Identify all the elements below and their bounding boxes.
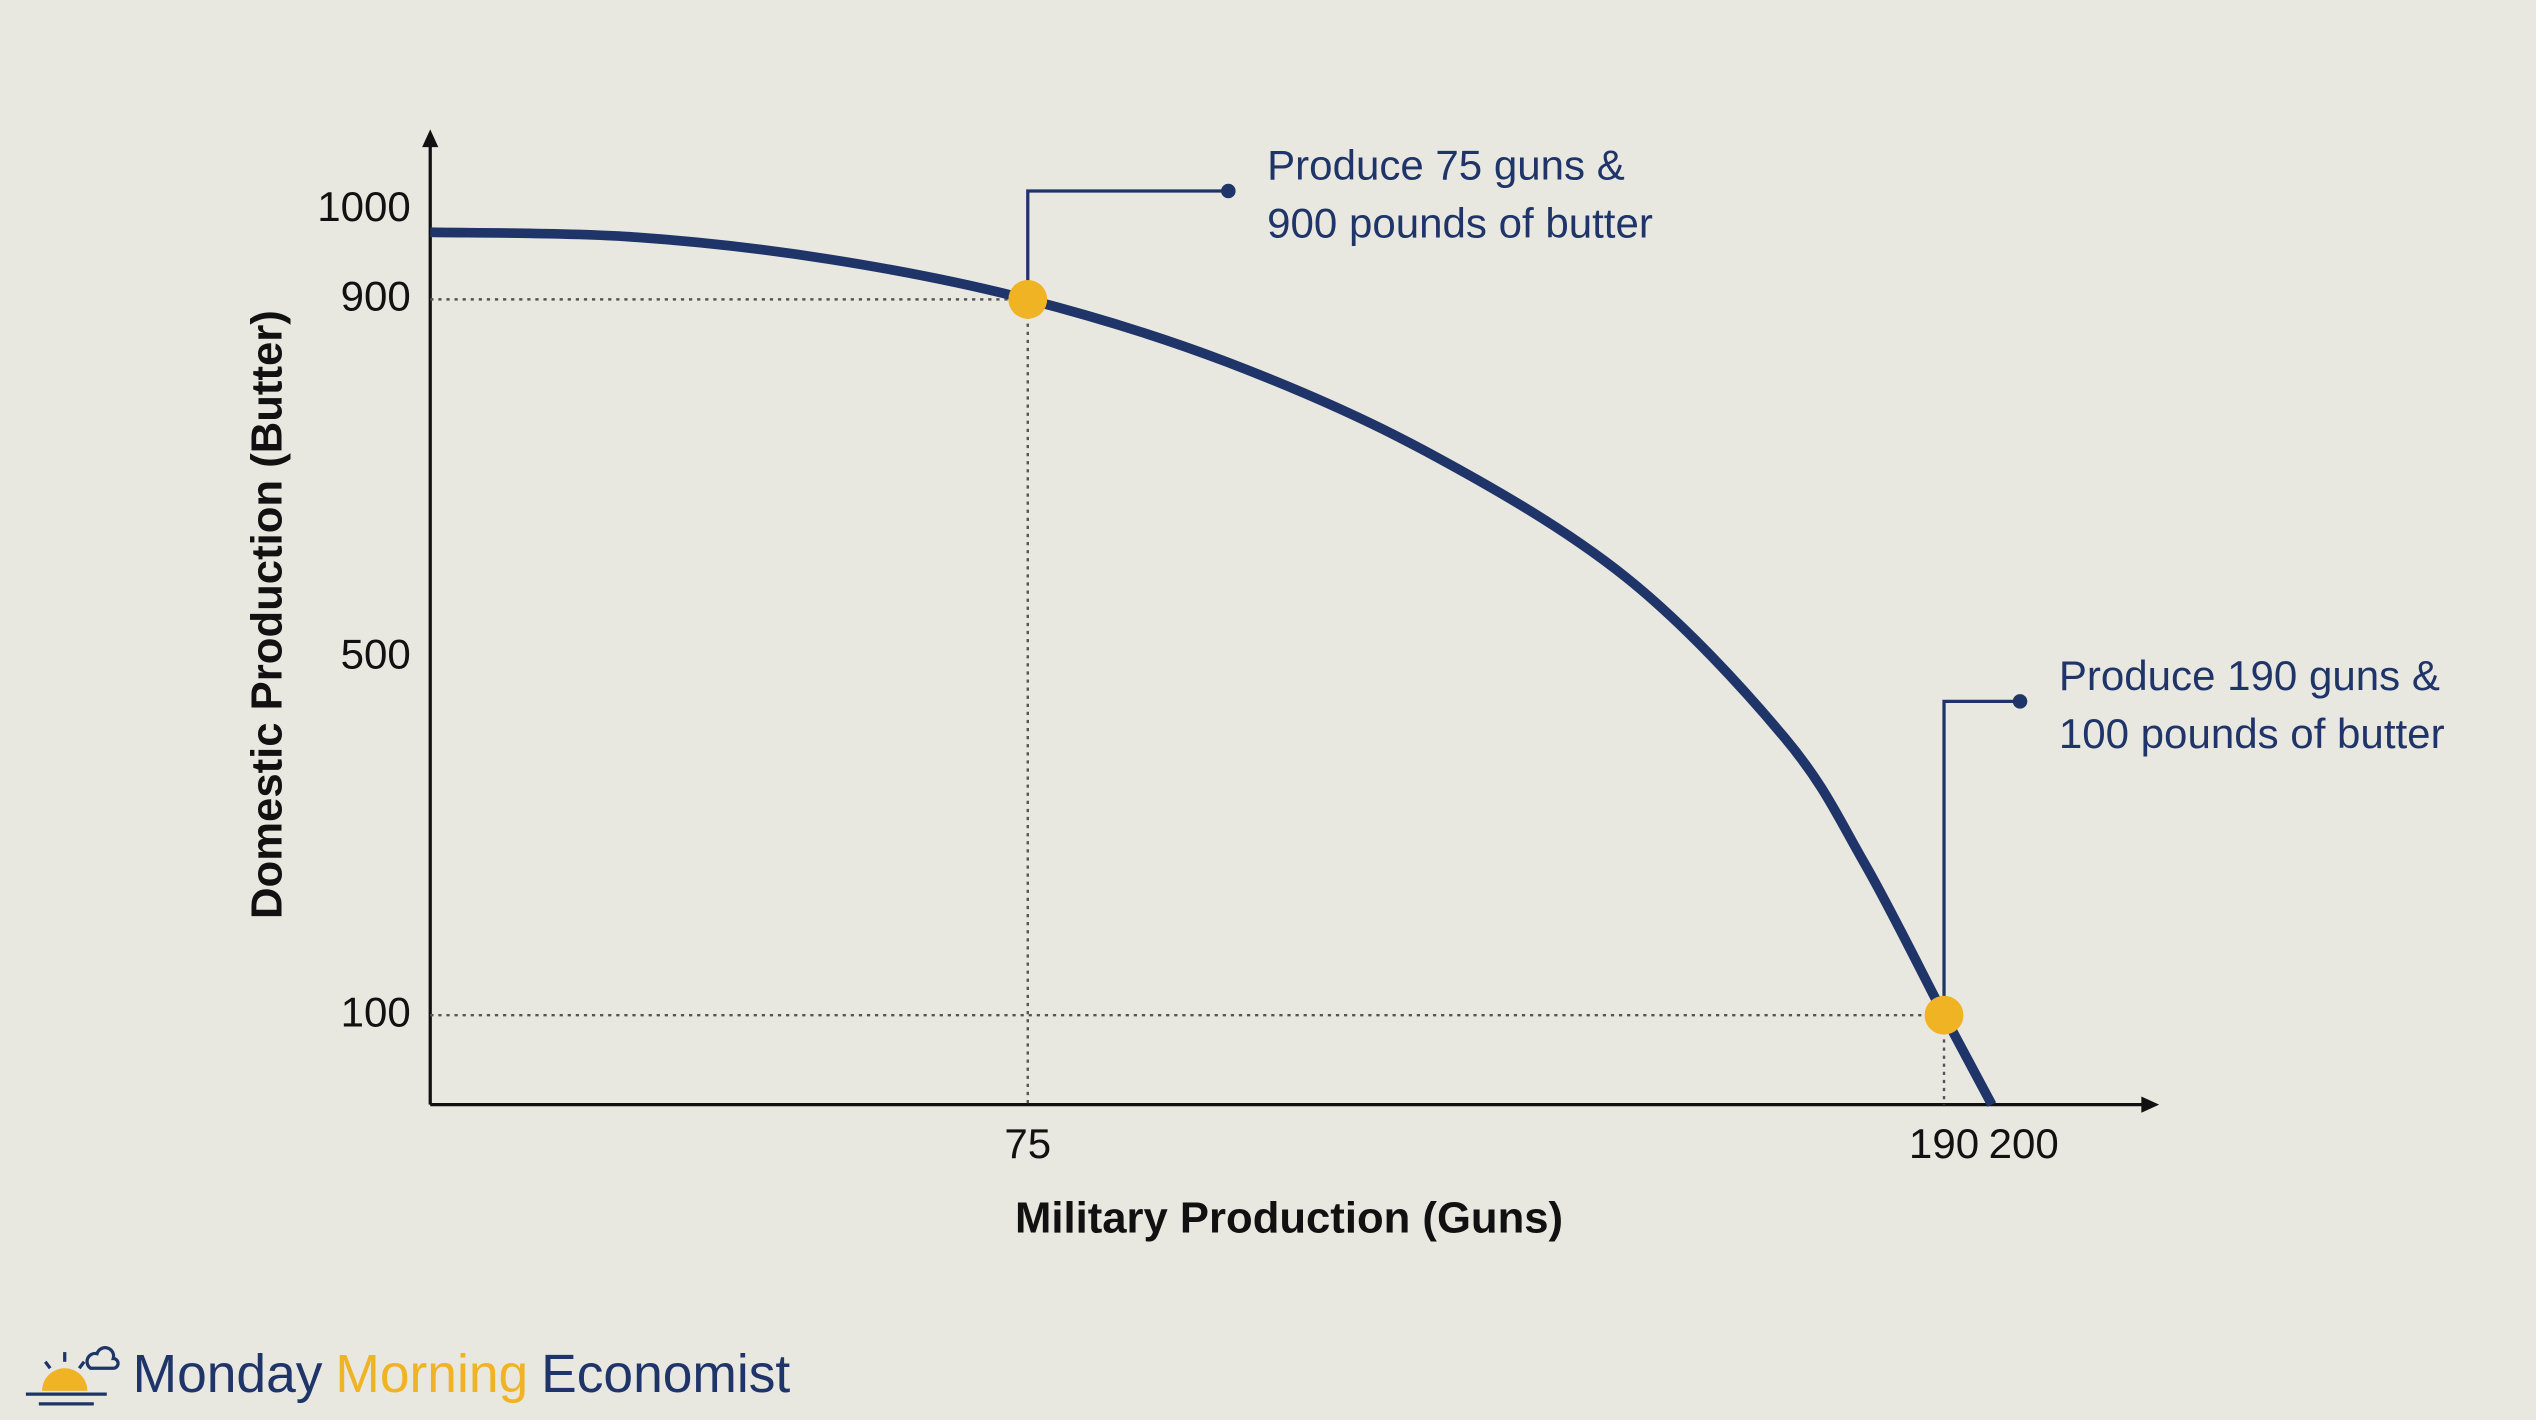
y-tick-label: 900 (341, 272, 411, 319)
x-tick-label: 190 (1909, 1120, 1979, 1167)
y-axis-label: Domestic Production (Butter) (243, 310, 292, 919)
brand-word: Monday (133, 1345, 323, 1404)
x-axis-arrow (2141, 1096, 2160, 1113)
y-tick-label: 500 (341, 630, 411, 677)
annotation-leader (1026, 189, 1229, 300)
brand: Monday Morning Economist (133, 1345, 791, 1404)
annotation-leader (1942, 699, 2021, 1016)
annotation-text: 900 pounds of butter (1267, 200, 1653, 247)
y-axis-arrow (422, 129, 439, 148)
annotation-text: Produce 75 guns & (1267, 141, 1625, 188)
annotation-text: Produce 190 guns & (2059, 652, 2440, 699)
annotation-text: 100 pounds of butter (2059, 710, 2445, 757)
y-tick-label: 100 (341, 988, 411, 1035)
brand-word: Morning (335, 1345, 528, 1404)
y-tick-label: 1000 (317, 183, 411, 230)
point (1924, 995, 1964, 1035)
point (1008, 279, 1048, 319)
annotation-end (1221, 183, 1236, 199)
logo-icon (25, 1346, 120, 1406)
x-tick-label: 200 (1989, 1120, 2059, 1167)
ppf-curve (430, 227, 1997, 1107)
x-tick-label: 75 (1004, 1120, 1051, 1167)
x-axis-label: Military Production (Guns) (1015, 1194, 1563, 1243)
brand-word: Economist (541, 1345, 790, 1404)
annotation-end (2012, 694, 2028, 709)
